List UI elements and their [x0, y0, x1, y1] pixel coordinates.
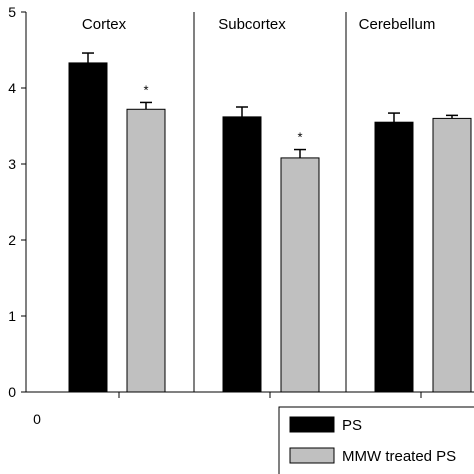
y-tick-label: 5	[8, 4, 16, 20]
significance-marker: *	[143, 82, 148, 97]
bar	[68, 62, 108, 393]
legend-swatch	[289, 416, 335, 433]
y-axis: 0 1 2 3 4 5	[8, 4, 27, 400]
y-tick-label: 3	[8, 156, 16, 172]
category-label: Cortex	[82, 16, 127, 33]
bar	[432, 117, 472, 393]
bar	[374, 121, 414, 393]
category-label: Cerebellum	[359, 16, 436, 33]
y-tick-label: 2	[8, 232, 16, 248]
bar	[280, 157, 320, 393]
category-label: Subcortex	[218, 16, 286, 33]
legend-label: PS	[342, 417, 362, 434]
bars: **	[68, 52, 472, 393]
legend-label: MMW treated PS	[342, 448, 456, 465]
region-dividers: Cortex Subcortex Cerebellum	[82, 12, 435, 392]
y-tick-label: 4	[8, 80, 16, 96]
y-tick-label: 1	[8, 308, 16, 324]
x-origin-label: 0	[33, 411, 41, 427]
legend-swatch	[289, 447, 335, 464]
bar	[222, 116, 262, 393]
bar	[126, 108, 166, 393]
significance-marker: *	[297, 130, 302, 145]
y-tick-label: 0	[8, 384, 16, 400]
legend: PS MMW treated PS	[278, 406, 474, 474]
